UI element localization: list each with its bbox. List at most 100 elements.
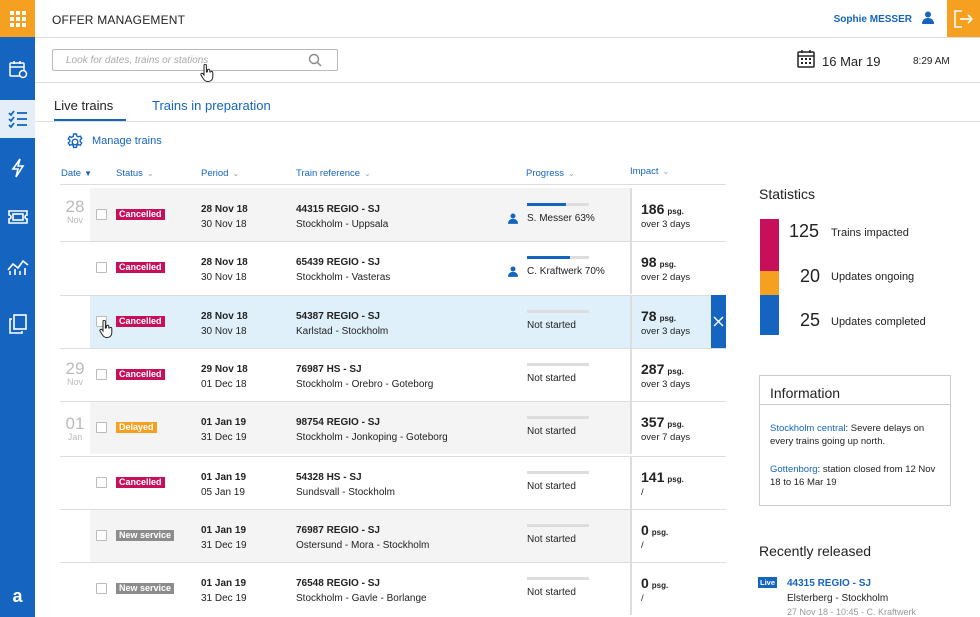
column-header-period[interactable]: Period ⌄ xyxy=(201,168,239,179)
chevron-down-icon: ⌄ xyxy=(568,169,575,178)
released-train-link[interactable]: 44315 REGIO - SJ xyxy=(787,578,871,589)
logout-button[interactable] xyxy=(947,0,980,37)
row-checkbox[interactable] xyxy=(96,477,107,488)
released-train-route: Elsterberg - Stockholm xyxy=(787,593,889,604)
train-reference[interactable]: 76987 REGIO - SJ xyxy=(296,525,380,536)
tab-trains-in-preparation[interactable]: Trains in preparation xyxy=(152,98,271,113)
row-checkbox[interactable] xyxy=(96,369,107,380)
info-station-link[interactable]: Gottenborg xyxy=(770,464,818,475)
table-row[interactable]: New service 01 Jan 19 31 Dec 19 76987 REGIO… xyxy=(90,509,726,562)
table-row[interactable]: Cancelled 28 Nov 18 30 Nov 18 54387 REGIO -… xyxy=(90,295,726,348)
row-checkbox[interactable] xyxy=(96,209,107,220)
train-reference[interactable]: 54328 HS - SJ xyxy=(296,472,362,483)
row-checkbox[interactable] xyxy=(96,422,107,433)
train-route: Stockholm - Orebro - Goteborg xyxy=(296,379,434,390)
train-reference[interactable]: 76987 HS - SJ xyxy=(296,364,362,375)
period-start: 28 Nov 18 xyxy=(201,204,248,215)
progress-bar xyxy=(527,256,589,259)
stat-label: Updates ongoing xyxy=(831,271,915,283)
impact-unit: psg. xyxy=(667,367,684,376)
table-row[interactable]: New service 01 Jan 19 31 Dec 19 76548 REGIO… xyxy=(90,562,726,615)
column-label: Progress xyxy=(526,168,565,179)
current-date: 16 Mar 19 xyxy=(822,54,881,69)
progress-text: Not started xyxy=(527,426,576,437)
row-divider xyxy=(60,241,726,242)
impact-duration: over 3 days xyxy=(641,326,691,337)
progress-bar xyxy=(527,471,589,474)
train-reference[interactable]: 98754 REGIO - SJ xyxy=(296,417,380,428)
train-route: Stockholm - Vasteras xyxy=(296,272,391,283)
train-route: Stockholm - Gavle - Borlange xyxy=(296,593,427,604)
column-header-status[interactable]: Status ⌄ xyxy=(116,168,154,179)
date-group-month: Nov xyxy=(66,377,83,387)
column-header-date[interactable]: Date ▼ xyxy=(61,168,92,179)
row-checkbox[interactable] xyxy=(96,316,107,327)
impact-unit: psg. xyxy=(651,528,669,537)
impact-unit: psg. xyxy=(651,581,669,590)
train-reference[interactable]: 54387 REGIO - SJ xyxy=(296,311,380,322)
row-checkbox[interactable] xyxy=(96,262,107,273)
sidebar-copy-icon[interactable] xyxy=(0,305,35,343)
table-row[interactable]: Cancelled 01 Jan 19 05 Jan 19 54328 HS - SJ… xyxy=(90,456,726,509)
impact-duration: over 7 days xyxy=(641,432,691,443)
search-icon[interactable] xyxy=(308,53,322,72)
user-name[interactable]: Sophie MESSER xyxy=(833,14,912,25)
divider xyxy=(760,404,950,405)
table-row[interactable]: Cancelled 28 Nov 18 30 Nov 18 44315 REGIO -… xyxy=(90,188,726,241)
released-train-meta: 27 Nov 18 - 10:45 - C. Kraftwerk xyxy=(787,607,917,617)
sidebar-bottom-logo[interactable]: a xyxy=(12,586,23,606)
progress-bar xyxy=(527,577,589,580)
table-row[interactable]: Cancelled 28 Nov 18 30 Nov 18 65439 REGIO -… xyxy=(90,241,726,294)
period-start: 01 Jan 19 xyxy=(201,578,247,589)
hand-cursor-icon xyxy=(99,319,113,343)
sidebar-ticket-icon[interactable] xyxy=(0,198,35,236)
column-label: Impact xyxy=(630,166,659,177)
tab-live-trains[interactable]: Live trains xyxy=(54,98,114,113)
period-start: 01 Jan 19 xyxy=(201,525,247,536)
impact-number: 98 xyxy=(641,254,657,270)
train-route: Stockholm - Jonkoping - Goteborg xyxy=(296,432,448,443)
row-checkbox[interactable] xyxy=(96,583,107,594)
live-badge: Live xyxy=(758,577,778,588)
table-row[interactable]: Delayed 01 Jan 19 31 Dec 19 98754 REGIO - S… xyxy=(90,401,726,454)
impact-number: 186 xyxy=(641,201,665,217)
impact-value: 287 psg. xyxy=(641,361,684,377)
user-icon[interactable] xyxy=(922,11,934,29)
column-header-progress[interactable]: Progress ⌄ xyxy=(526,168,575,179)
apps-grid-icon[interactable] xyxy=(0,0,35,37)
impact-cell: 287 psg. over 3 days xyxy=(630,348,726,401)
row-checkbox[interactable] xyxy=(96,530,107,541)
progress-text: Not started xyxy=(527,587,576,598)
train-reference[interactable]: 76548 REGIO - SJ xyxy=(296,578,380,589)
progress-fill xyxy=(527,256,571,259)
stat-value: 25 xyxy=(800,310,821,330)
train-reference[interactable]: 44315 REGIO - SJ xyxy=(296,204,380,215)
impact-number: 78 xyxy=(641,308,657,324)
calendar-icon[interactable] xyxy=(797,49,815,73)
column-label: Period xyxy=(201,168,229,179)
sidebar-lightning-icon[interactable] xyxy=(0,149,35,187)
table-row[interactable]: Cancelled 29 Nov 18 01 Dec 18 76987 HS - SJ… xyxy=(90,348,726,401)
impact-number: 357 xyxy=(641,414,665,430)
sidebar-calendar-icon[interactable] xyxy=(0,50,35,88)
stat-value: 20 xyxy=(800,266,821,286)
info-station-link[interactable]: Stockholm central xyxy=(770,423,846,434)
divider xyxy=(35,121,980,122)
row-divider xyxy=(60,456,726,457)
search-input[interactable]: Look for dates, trains or stations xyxy=(52,49,338,71)
close-icon[interactable] xyxy=(711,295,726,348)
impact-unit: psg. xyxy=(667,420,684,429)
impact-unit: psg. xyxy=(659,260,677,269)
train-reference[interactable]: 65439 REGIO - SJ xyxy=(296,257,380,268)
column-header-train-reference[interactable]: Train reference ⌄ xyxy=(296,168,371,179)
gear-icon[interactable] xyxy=(66,133,84,156)
stat-bar-impacted xyxy=(760,219,779,271)
impact-value: 141 psg. xyxy=(641,469,684,485)
status-badge: Cancelled xyxy=(116,209,165,220)
manage-trains-link[interactable]: Manage trains xyxy=(92,135,162,147)
column-header-impact[interactable]: Impact ⌄ xyxy=(630,166,669,177)
sidebar-chart-icon[interactable] xyxy=(0,248,35,286)
row-divider xyxy=(60,401,726,402)
impact-cell: 0 psg. / xyxy=(630,562,726,615)
sidebar-checklist-icon[interactable] xyxy=(0,100,35,138)
